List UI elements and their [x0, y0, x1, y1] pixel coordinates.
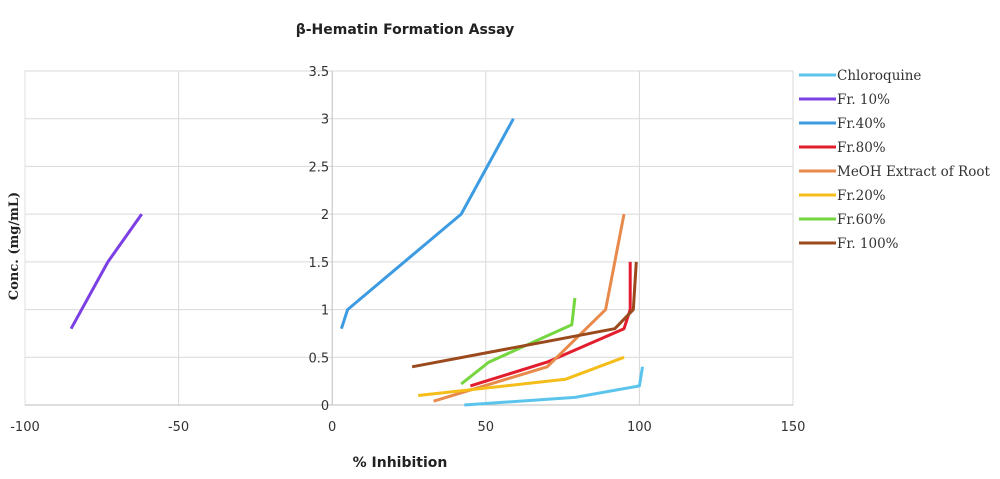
series-line-6: [418, 355, 625, 397]
y-tick-label: 0.5: [309, 351, 330, 366]
x-tick-label: -100: [10, 420, 40, 435]
legend-label: Chloroquine: [837, 68, 921, 84]
legend: Chloroquine Fr. 10% Fr.40% Fr.80% MeOH Extra…: [799, 68, 990, 252]
y-tick-label: 2.5: [309, 160, 330, 175]
gridlines: [25, 70, 794, 405]
series-line-5: [433, 213, 626, 403]
y-tick-label: 3: [321, 113, 329, 128]
legend-label: Fr. 100%: [837, 236, 899, 252]
axes: [25, 71, 793, 406]
series-line-1: [464, 366, 644, 407]
x-tick-label: 50: [478, 420, 495, 435]
x-tick-labels: -100 -50 0 50 100 150: [10, 420, 805, 435]
x-tick-label: -50: [168, 420, 189, 435]
legend-label: MeOH Extract of Root: [837, 164, 990, 180]
series-line-8: [411, 261, 638, 369]
y-tick-label: 0: [321, 399, 329, 414]
series-line-3: [339, 117, 515, 330]
legend-label: Fr.60%: [837, 212, 886, 228]
y-tick-label: 1: [321, 304, 329, 319]
y-tick-label: 3.5: [309, 65, 330, 80]
plot-area-border: [24, 70, 794, 406]
series-line-4: [469, 261, 632, 388]
series-lines: [69, 117, 644, 407]
legend-label: Fr. 10%: [837, 92, 890, 108]
chart-title: β-Hematin Formation Assay: [296, 22, 515, 38]
y-axis-title: Conc. (mg/mL): [7, 192, 22, 300]
x-tick-label: 0: [328, 420, 336, 435]
x-tick-label: 150: [781, 420, 806, 435]
y-tick-label: 1.5: [309, 256, 330, 271]
x-axis-title: % Inhibition: [353, 455, 448, 471]
y-tick-labels: 0 0.5 1 1.5 2 2.5 3 3.5: [309, 65, 330, 414]
series-line-2: [69, 213, 143, 330]
legend-label: Fr.80%: [837, 140, 886, 156]
legend-label: Fr.40%: [837, 116, 886, 132]
legend-label: Fr.20%: [837, 188, 886, 204]
y-tick-label: 2: [321, 208, 329, 223]
x-tick-label: 100: [627, 420, 652, 435]
